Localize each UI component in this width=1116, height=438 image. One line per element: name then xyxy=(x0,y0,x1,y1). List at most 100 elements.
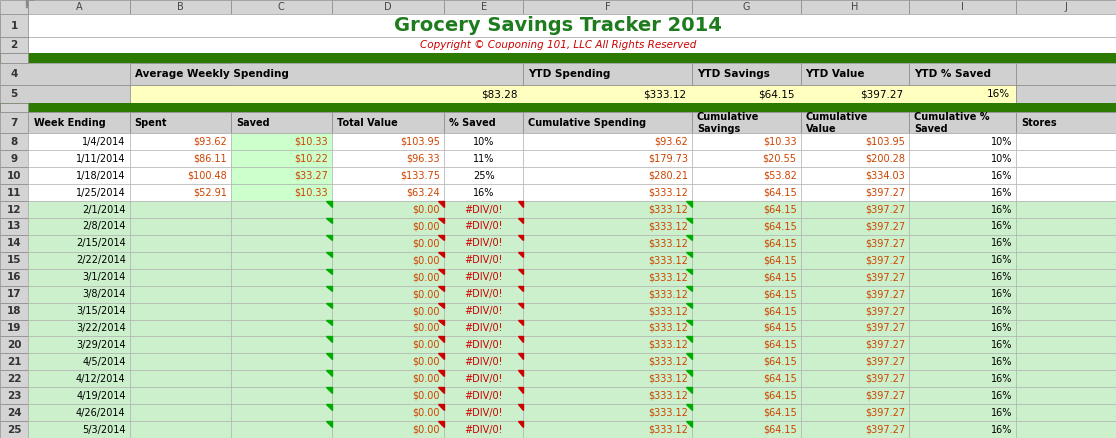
Bar xyxy=(0,85,231,103)
Bar xyxy=(0,150,29,167)
Text: $333.12: $333.12 xyxy=(643,89,686,99)
Bar xyxy=(129,150,231,167)
Bar xyxy=(331,353,444,370)
Bar xyxy=(910,167,1016,184)
Text: 2: 2 xyxy=(11,40,18,50)
Text: 15: 15 xyxy=(7,255,21,265)
Text: 16%: 16% xyxy=(991,171,1012,180)
Bar xyxy=(231,320,331,336)
Text: YTD Value: YTD Value xyxy=(806,69,865,79)
Bar xyxy=(523,303,692,320)
Bar xyxy=(0,184,29,201)
Text: $100.48: $100.48 xyxy=(187,171,227,180)
Bar xyxy=(1016,63,1116,85)
Polygon shape xyxy=(518,353,523,359)
Bar xyxy=(129,286,231,303)
Bar xyxy=(800,387,910,404)
Text: $280.21: $280.21 xyxy=(648,171,687,180)
Bar xyxy=(444,320,523,336)
Bar xyxy=(231,353,331,370)
Bar xyxy=(523,150,692,167)
Text: $334.03: $334.03 xyxy=(866,171,905,180)
Text: 16%: 16% xyxy=(991,238,1012,248)
Text: H: H xyxy=(852,2,858,12)
Bar xyxy=(0,53,29,63)
Bar xyxy=(0,387,29,404)
Polygon shape xyxy=(686,218,692,223)
Bar xyxy=(1016,336,1116,353)
Text: 16%: 16% xyxy=(991,323,1012,333)
Text: $0.00: $0.00 xyxy=(413,357,440,367)
Bar xyxy=(129,404,231,421)
Bar xyxy=(0,421,29,438)
Text: 11: 11 xyxy=(7,187,21,198)
Text: 3/8/2014: 3/8/2014 xyxy=(83,289,126,299)
Polygon shape xyxy=(326,269,331,274)
Text: 1/18/2014: 1/18/2014 xyxy=(76,171,126,180)
Bar xyxy=(0,201,29,218)
Text: $333.12: $333.12 xyxy=(648,187,687,198)
Bar xyxy=(800,269,910,286)
Bar xyxy=(444,252,523,269)
Text: 16%: 16% xyxy=(991,255,1012,265)
Bar xyxy=(231,404,331,421)
Polygon shape xyxy=(518,286,523,291)
Bar xyxy=(129,0,231,14)
Text: 4/19/2014: 4/19/2014 xyxy=(76,391,126,401)
Bar xyxy=(910,353,1016,370)
Bar xyxy=(129,218,231,235)
Text: $0.00: $0.00 xyxy=(413,255,440,265)
Bar xyxy=(231,269,331,286)
Bar xyxy=(800,252,910,269)
Text: $103.95: $103.95 xyxy=(400,137,440,147)
Text: $200.28: $200.28 xyxy=(865,154,905,164)
Bar xyxy=(231,387,331,404)
Text: #DIV/0!: #DIV/0! xyxy=(464,255,503,265)
Bar xyxy=(800,184,910,201)
Bar xyxy=(1016,184,1116,201)
Text: $64.15: $64.15 xyxy=(763,357,797,367)
Bar xyxy=(331,0,444,14)
Text: $333.12: $333.12 xyxy=(648,306,687,316)
Text: 16%: 16% xyxy=(991,272,1012,282)
Bar xyxy=(692,320,800,336)
Bar xyxy=(129,85,1016,103)
Bar xyxy=(0,53,1116,63)
Text: $333.12: $333.12 xyxy=(648,222,687,231)
Bar xyxy=(231,150,331,167)
Polygon shape xyxy=(686,387,692,393)
Bar xyxy=(331,201,444,218)
Polygon shape xyxy=(518,252,523,257)
Bar xyxy=(129,370,231,387)
Text: 10: 10 xyxy=(7,171,21,180)
Bar xyxy=(29,133,129,150)
Bar xyxy=(331,184,444,201)
Bar xyxy=(129,63,523,85)
Bar xyxy=(231,421,331,438)
Bar xyxy=(1016,286,1116,303)
Bar xyxy=(129,235,231,252)
Bar xyxy=(444,404,523,421)
Bar xyxy=(0,353,29,370)
Bar xyxy=(1016,269,1116,286)
Text: 4/5/2014: 4/5/2014 xyxy=(83,357,126,367)
Bar xyxy=(910,63,1016,85)
Bar xyxy=(0,14,1116,37)
Bar xyxy=(1016,252,1116,269)
Text: $10.22: $10.22 xyxy=(294,154,328,164)
Bar xyxy=(910,112,1016,133)
Bar xyxy=(331,133,444,150)
Text: 16%: 16% xyxy=(991,374,1012,384)
Bar xyxy=(0,167,29,184)
Text: $96.33: $96.33 xyxy=(406,154,440,164)
Text: $64.15: $64.15 xyxy=(763,205,797,215)
Text: $86.11: $86.11 xyxy=(193,154,227,164)
Text: $64.15: $64.15 xyxy=(763,222,797,231)
Text: 20: 20 xyxy=(7,340,21,350)
Bar xyxy=(231,370,331,387)
Text: YTD % Saved: YTD % Saved xyxy=(914,69,991,79)
Polygon shape xyxy=(518,370,523,376)
Bar xyxy=(129,336,231,353)
Bar xyxy=(692,0,800,14)
Bar xyxy=(29,150,129,167)
